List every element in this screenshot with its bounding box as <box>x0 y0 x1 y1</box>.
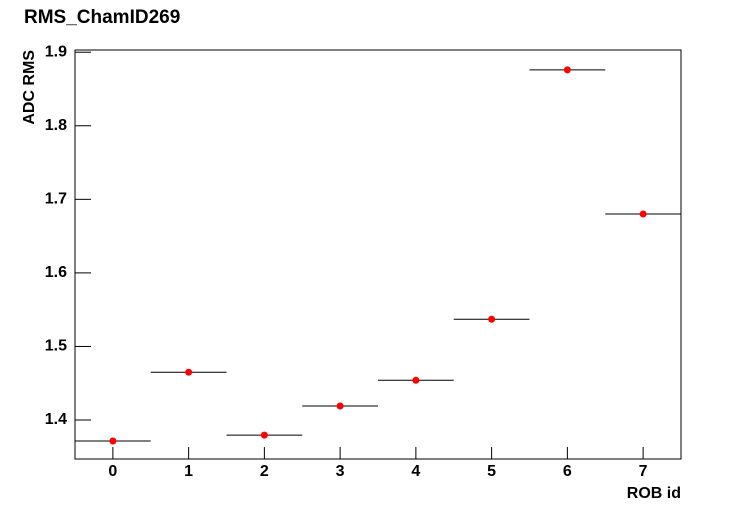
y-tick-label: 1.5 <box>45 338 67 355</box>
data-point <box>412 376 420 384</box>
data-point <box>185 368 193 376</box>
x-axis-label: ROB id <box>627 485 681 502</box>
data-point <box>563 66 571 74</box>
y-axis-label: ADC RMS <box>21 50 38 125</box>
frame <box>74 49 682 460</box>
x-tick-label: 3 <box>336 463 345 480</box>
x-tick-label: 6 <box>563 463 572 480</box>
y-tick-label: 1.9 <box>45 43 67 60</box>
data-point <box>488 315 496 323</box>
x-tick-label: 1 <box>184 463 193 480</box>
y-tick-label: 1.7 <box>45 191 67 208</box>
data-point <box>639 210 647 218</box>
x-tick-label: 5 <box>487 463 496 480</box>
data-point <box>260 431 268 439</box>
x-tick-label: 7 <box>639 463 648 480</box>
y-tick-label: 1.8 <box>45 117 67 134</box>
y-tick-label: 1.4 <box>45 411 67 428</box>
x-tick-label: 2 <box>260 463 269 480</box>
chart-title: RMS_ChamID269 <box>24 7 180 28</box>
x-tick-label: 0 <box>108 463 117 480</box>
data-point <box>336 402 344 410</box>
x-tick-label: 4 <box>411 463 420 480</box>
data-point <box>109 437 117 445</box>
y-tick-label: 1.6 <box>45 264 67 281</box>
